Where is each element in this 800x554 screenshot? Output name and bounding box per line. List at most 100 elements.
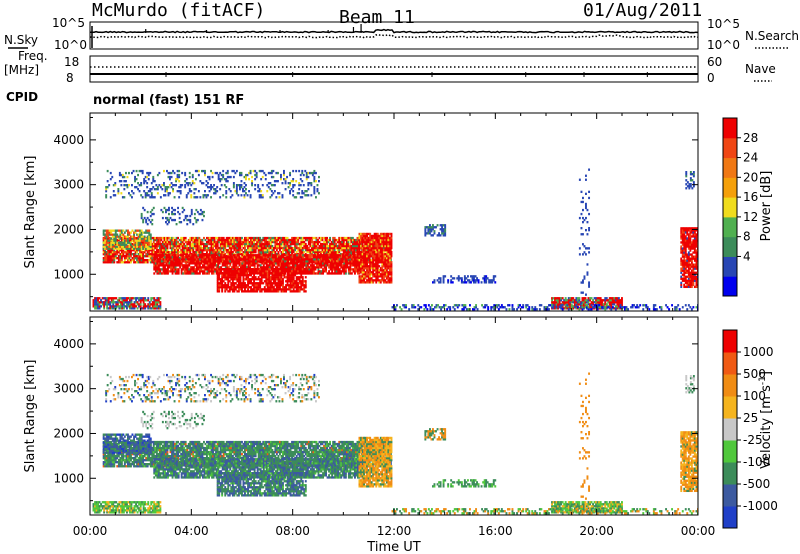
power-echo-cell bbox=[342, 236, 345, 240]
power-echo-cell bbox=[227, 272, 230, 275]
power-echo-cell bbox=[130, 259, 132, 262]
power-echo-cell bbox=[131, 229, 134, 232]
power-echo-cell bbox=[349, 258, 352, 261]
power-echo-cell bbox=[364, 246, 367, 250]
power-echo-cell bbox=[372, 249, 375, 252]
power-echo-cell bbox=[370, 281, 373, 284]
power-echo-cell bbox=[273, 262, 276, 265]
power-echo-cell bbox=[168, 240, 170, 244]
power-echo-cell bbox=[271, 290, 274, 293]
power-echo-cell bbox=[303, 286, 306, 289]
power-echo-cell bbox=[305, 256, 308, 259]
power-echo-cell bbox=[261, 262, 264, 265]
power-echo-cell bbox=[335, 246, 338, 250]
power-echo-cell bbox=[113, 229, 116, 232]
power-echo-cell bbox=[134, 241, 137, 244]
power-echo-cell bbox=[284, 254, 287, 257]
power-echo-cell bbox=[111, 261, 114, 264]
power-echo-cell bbox=[355, 266, 358, 269]
power-echo-cell bbox=[248, 236, 251, 240]
power-echo-cell bbox=[259, 274, 262, 277]
power-echo-cell bbox=[361, 234, 364, 238]
power-echo-cell bbox=[256, 288, 259, 291]
power-echo-cell bbox=[208, 264, 211, 267]
power-echo-cell bbox=[154, 305, 157, 308]
power-echo-cell bbox=[130, 244, 132, 248]
power-echo-cell bbox=[107, 307, 110, 310]
power-echo-cell bbox=[372, 244, 375, 248]
power-echo-cell bbox=[189, 238, 192, 242]
power-echo-cell bbox=[154, 246, 157, 250]
power-echo-cell bbox=[164, 256, 166, 259]
power-echo-cell bbox=[274, 274, 277, 277]
power-echo-cell bbox=[237, 238, 240, 242]
power-echo-cell bbox=[130, 240, 132, 244]
power-echo-cell bbox=[256, 278, 259, 281]
power-echo-cell bbox=[285, 242, 288, 246]
power-echo-cell bbox=[323, 251, 326, 254]
power-echo-cell bbox=[286, 270, 289, 273]
power-echo-cell bbox=[245, 236, 248, 240]
power-echo-cell bbox=[176, 254, 179, 257]
power-echo-cell bbox=[140, 233, 143, 236]
power-echo-cell bbox=[320, 258, 323, 261]
power-echo-cell bbox=[364, 236, 367, 240]
power-echo-cell bbox=[153, 305, 156, 308]
power-echo-cell bbox=[120, 249, 123, 252]
power-echo-cell bbox=[367, 273, 370, 276]
power-echo-cell bbox=[279, 249, 281, 252]
power-echo-cell bbox=[233, 272, 236, 275]
power-echo-cell bbox=[129, 301, 131, 304]
power-echo-cell bbox=[308, 260, 311, 263]
power-echo-cell bbox=[207, 238, 210, 242]
power-echo-cell bbox=[341, 266, 344, 269]
power-echo-cell bbox=[207, 249, 210, 252]
power-echo-cell bbox=[111, 233, 114, 236]
power-echo-cell bbox=[134, 253, 137, 256]
power-echo-cell bbox=[337, 270, 340, 273]
power-echo-cell bbox=[297, 284, 300, 287]
power-echo-cell bbox=[303, 280, 306, 283]
power-echo-cell bbox=[375, 281, 378, 284]
power-echo-cell bbox=[310, 244, 313, 248]
power-echo-cell bbox=[193, 246, 196, 250]
power-echo-cell bbox=[275, 276, 278, 279]
power-echo-cell bbox=[174, 254, 177, 257]
power-echo-cell bbox=[210, 249, 213, 252]
power-echo-cell bbox=[366, 261, 369, 264]
power-echo-cell bbox=[281, 264, 283, 267]
power-echo-cell bbox=[388, 263, 391, 266]
power-echo-cell bbox=[279, 240, 281, 244]
power-echo-cell bbox=[555, 301, 558, 304]
power-echo-cell bbox=[137, 235, 140, 238]
power-echo-cell bbox=[110, 301, 113, 304]
power-echo-cell bbox=[300, 276, 303, 279]
power-echo-cell bbox=[250, 260, 253, 263]
power-echo-cell bbox=[387, 271, 390, 274]
power-echo-cell bbox=[245, 290, 248, 293]
power-echo-cell bbox=[265, 246, 268, 250]
power-echo-cell bbox=[136, 229, 139, 232]
power-echo-cell bbox=[342, 251, 345, 254]
power-echo-cell bbox=[198, 258, 201, 261]
power-echo-cell bbox=[218, 258, 221, 261]
power-echo-cell bbox=[376, 251, 379, 254]
power-echo-cell bbox=[146, 242, 149, 246]
power-echo-cell bbox=[576, 301, 579, 304]
power-echo-cell bbox=[148, 305, 151, 308]
power-echo-cell bbox=[277, 238, 280, 242]
power-echo-cell bbox=[354, 260, 356, 263]
power-echo-cell bbox=[201, 251, 204, 254]
power-echo-cell bbox=[274, 282, 277, 285]
power-echo-cell bbox=[272, 251, 275, 254]
power-echo-cell bbox=[185, 272, 188, 275]
power-echo-cell bbox=[169, 259, 172, 262]
power-echo-cell bbox=[315, 253, 318, 256]
power-echo-cell bbox=[234, 276, 237, 279]
power-echo-cell bbox=[274, 276, 277, 279]
power-echo-cell bbox=[109, 307, 112, 310]
power-echo-cell bbox=[154, 268, 157, 271]
power-echo-cell bbox=[170, 266, 173, 269]
power-echo-cell bbox=[327, 244, 330, 248]
power-echo-cell bbox=[309, 242, 312, 246]
